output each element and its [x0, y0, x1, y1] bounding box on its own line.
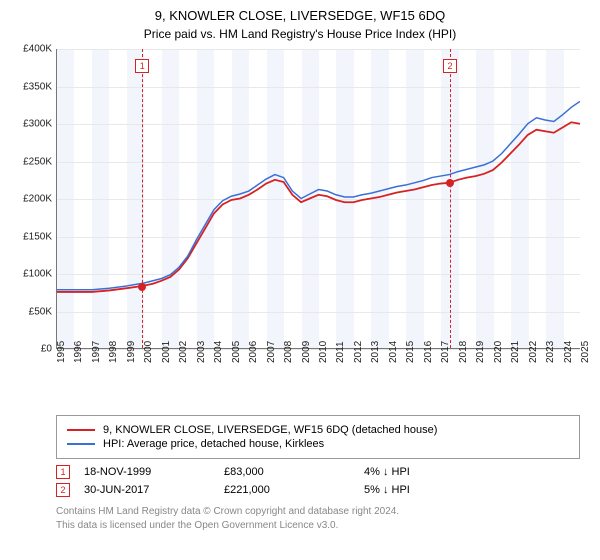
x-tick-label: 2020: [493, 341, 504, 363]
marker-diff: 5% ↓ HPI: [364, 484, 504, 496]
x-tick-label: 2008: [283, 341, 294, 363]
sale-dot: [446, 179, 454, 187]
x-tick-label: 2002: [178, 341, 189, 363]
x-tick-label: 2021: [510, 341, 521, 363]
legend-row: HPI: Average price, detached house, Kirk…: [67, 438, 569, 450]
x-tick-label: 2016: [423, 341, 434, 363]
marker-date: 18-NOV-1999: [84, 466, 224, 478]
y-tick-label: £0: [41, 344, 52, 355]
footer-attribution: Contains HM Land Registry data © Crown c…: [56, 505, 580, 533]
x-tick-label: 2023: [545, 341, 556, 363]
x-axis: 1995199619971998199920002001200220032004…: [56, 351, 580, 379]
y-tick-label: £50K: [29, 306, 52, 317]
marker-diff: 4% ↓ HPI: [364, 466, 504, 478]
marker-row-box: 1: [56, 465, 70, 479]
legend-swatch: [67, 429, 95, 431]
y-axis: £0£50K£100K£150K£200K£250K£300K£350K£400…: [10, 49, 56, 349]
plot-area: 12: [56, 49, 580, 349]
y-tick-label: £100K: [23, 269, 52, 280]
y-tick-label: £350K: [23, 81, 52, 92]
y-tick-label: £150K: [23, 231, 52, 242]
y-tick-label: £400K: [23, 44, 52, 55]
sale-dot: [138, 283, 146, 291]
y-tick-label: £250K: [23, 156, 52, 167]
x-tick-label: 2015: [405, 341, 416, 363]
x-tick-label: 1996: [73, 341, 84, 363]
x-tick-label: 2014: [388, 341, 399, 363]
x-tick-label: 2003: [196, 341, 207, 363]
marker-row-box: 2: [56, 483, 70, 497]
line-layer: [57, 49, 580, 348]
chart-title: 9, KNOWLER CLOSE, LIVERSEDGE, WF15 6DQ: [0, 0, 600, 23]
x-tick-label: 2022: [528, 341, 539, 363]
marker-line: [142, 49, 143, 348]
x-tick-label: 2004: [213, 341, 224, 363]
x-tick-label: 1995: [56, 341, 67, 363]
chart-subtitle: Price paid vs. HM Land Registry's House …: [0, 23, 600, 49]
footer-line-2: This data is licensed under the Open Gov…: [56, 519, 580, 533]
marker-price: £221,000: [224, 484, 364, 496]
x-tick-label: 2025: [580, 341, 591, 363]
legend: 9, KNOWLER CLOSE, LIVERSEDGE, WF15 6DQ (…: [56, 415, 580, 459]
x-tick-label: 2000: [143, 341, 154, 363]
x-tick-label: 2005: [231, 341, 242, 363]
marker-price: £83,000: [224, 466, 364, 478]
x-tick-label: 1998: [108, 341, 119, 363]
chart-area: £0£50K£100K£150K£200K£250K£300K£350K£400…: [10, 49, 590, 379]
x-tick-label: 2006: [248, 341, 259, 363]
y-tick-label: £300K: [23, 119, 52, 130]
footer-line-1: Contains HM Land Registry data © Crown c…: [56, 505, 580, 519]
x-tick-label: 2009: [301, 341, 312, 363]
x-tick-label: 2007: [266, 341, 277, 363]
marker-box: 2: [443, 59, 457, 73]
marker-row: 1 18-NOV-1999£83,0004% ↓ HPI: [56, 465, 580, 479]
legend-label: 9, KNOWLER CLOSE, LIVERSEDGE, WF15 6DQ (…: [103, 424, 437, 436]
series-property: [57, 122, 580, 292]
x-tick-label: 2001: [161, 341, 172, 363]
x-tick-label: 2017: [440, 341, 451, 363]
legend-swatch: [67, 443, 95, 445]
marker-line: [450, 49, 451, 348]
legend-row: 9, KNOWLER CLOSE, LIVERSEDGE, WF15 6DQ (…: [67, 424, 569, 436]
x-tick-label: 1997: [91, 341, 102, 363]
x-tick-label: 2010: [318, 341, 329, 363]
x-tick-label: 1999: [126, 341, 137, 363]
y-tick-label: £200K: [23, 194, 52, 205]
x-tick-label: 2013: [370, 341, 381, 363]
legend-label: HPI: Average price, detached house, Kirk…: [103, 438, 324, 450]
x-tick-label: 2024: [563, 341, 574, 363]
x-tick-label: 2011: [335, 341, 346, 363]
x-tick-label: 2012: [353, 341, 364, 363]
marker-row: 2 30-JUN-2017£221,0005% ↓ HPI: [56, 483, 580, 497]
marker-table: 1 18-NOV-1999£83,0004% ↓ HPI 2 30-JUN-2017£…: [56, 465, 580, 497]
x-tick-label: 2018: [458, 341, 469, 363]
x-tick-label: 2019: [475, 341, 486, 363]
marker-box: 1: [135, 59, 149, 73]
marker-date: 30-JUN-2017: [84, 484, 224, 496]
